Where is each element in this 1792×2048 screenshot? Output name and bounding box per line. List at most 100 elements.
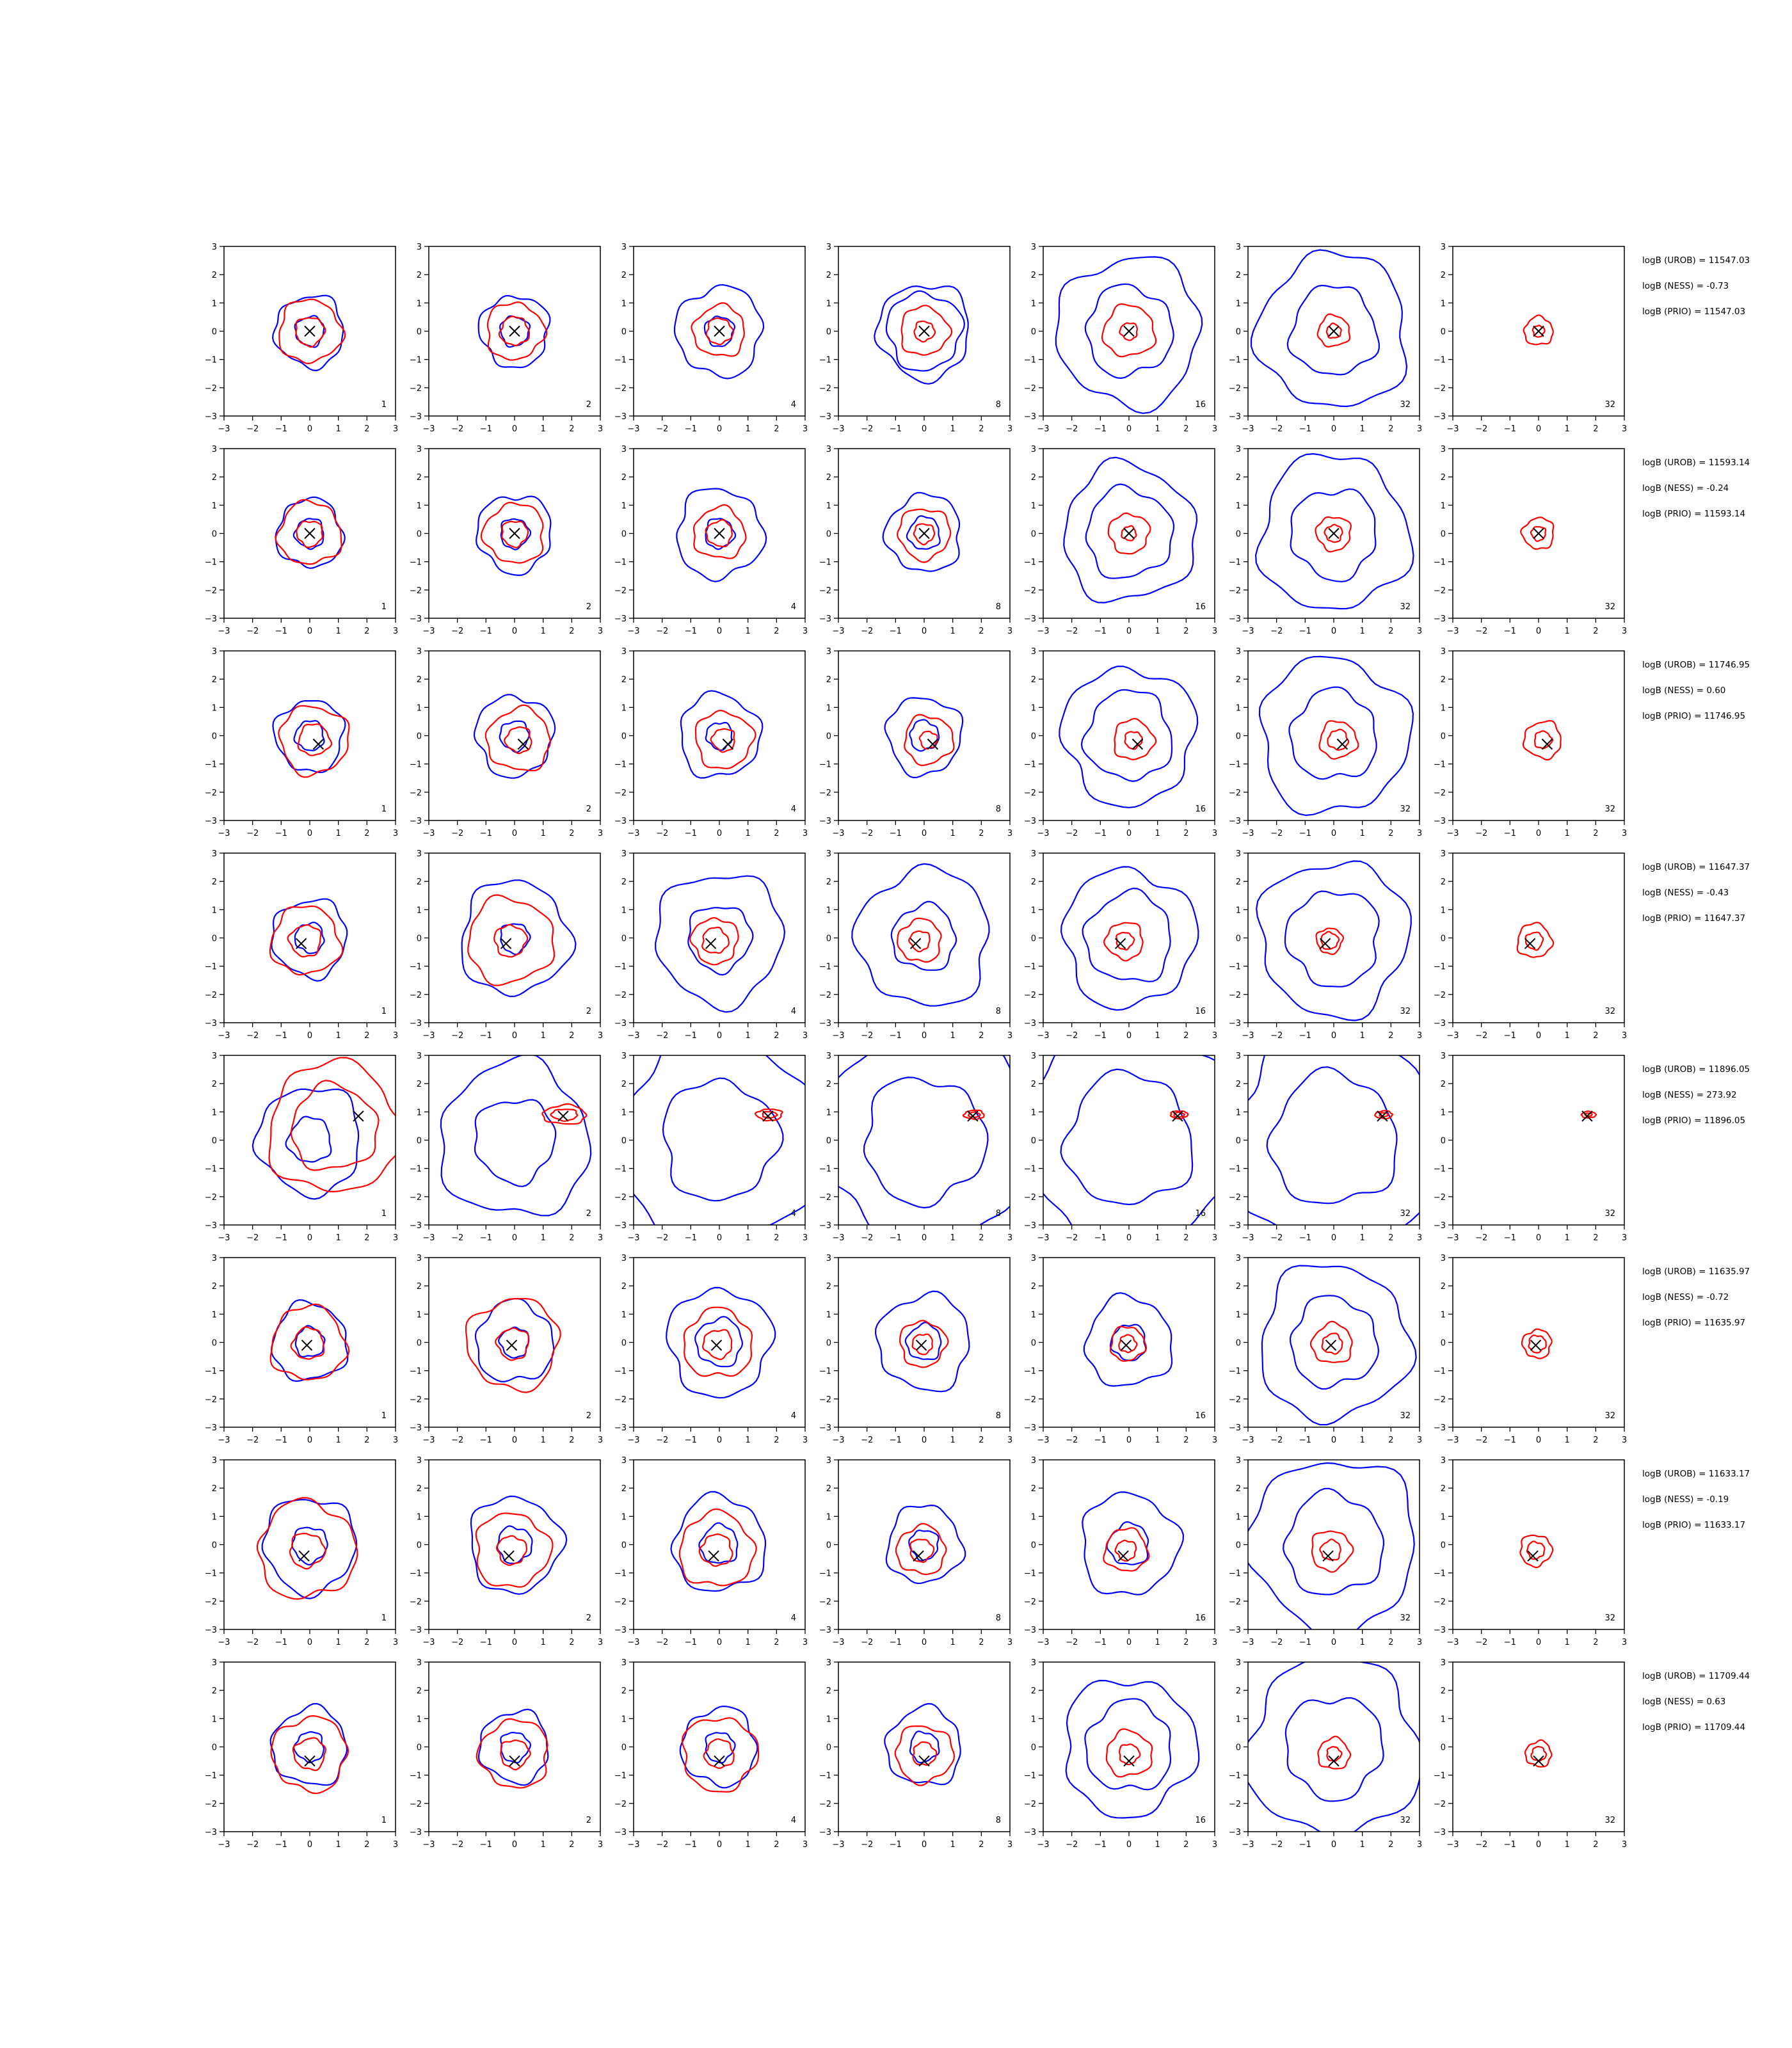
x-tick-label: 1: [541, 1031, 546, 1041]
panel-r5-c4: −3−3 −2 −2 −1 −1 0 0 1 1 2 2 3 3 8: [819, 1052, 1012, 1243]
panel-label: 4: [791, 1613, 796, 1623]
x-tick-label: 3: [1007, 829, 1012, 838]
x-tick-label: 2: [774, 1436, 779, 1445]
x-tick-label: 0: [1536, 1031, 1541, 1041]
marker-r7-c1: [298, 1550, 310, 1562]
x-tick-label: 1: [541, 1638, 546, 1647]
x-tick-label: −3: [1242, 1031, 1254, 1041]
y-tick-label: −3: [819, 1828, 831, 1837]
x-tick-label: −3: [1446, 1233, 1459, 1243]
y-tick-label: 0: [1236, 1137, 1241, 1146]
panel-r3-c6: −3−3 −2 −2 −1 −1 0 0 1 1 2 2 3 3 32: [1229, 647, 1422, 838]
y-tick-label: −1: [205, 963, 217, 972]
blue-contour-r4-c3-2: [687, 907, 754, 976]
red-contour-r2-c5-2: [1121, 525, 1137, 541]
y-tick-label: −1: [1434, 1165, 1446, 1174]
x-tick-label: −3: [218, 1840, 230, 1850]
y-tick-label: 2: [621, 675, 627, 685]
x-tick-label: −3: [1446, 829, 1459, 838]
x-tick-label: 3: [393, 1031, 398, 1041]
panel-r3-c4: −3−3 −2 −2 −1 −1 0 0 1 1 2 2 3 3 8: [819, 647, 1012, 838]
red-contour-r6-c6-2: [1321, 1332, 1343, 1355]
x-tick-label: 0: [922, 1031, 927, 1041]
y-tick-label: −1: [1024, 1165, 1036, 1174]
y-tick-label: −1: [1434, 760, 1446, 770]
annotation-line: logB (UROB) = 11547.03: [1642, 255, 1750, 266]
y-tick-label: −3: [1024, 1423, 1036, 1433]
panel-label: 16: [1195, 400, 1206, 410]
y-tick-label: −2: [1434, 586, 1446, 596]
marker-r4-c2: [500, 938, 512, 950]
red-contour-r4-c1-1: [269, 905, 344, 976]
x-tick-label: 3: [598, 424, 603, 434]
x-tick-label: 1: [1155, 627, 1160, 636]
x-tick-label: −1: [1299, 1638, 1311, 1647]
red-contour-r1-c6-2: [1325, 322, 1342, 339]
x-tick-label: 3: [1007, 424, 1012, 434]
y-tick-label: 2: [1441, 1686, 1446, 1696]
x-tick-label: 1: [950, 1233, 956, 1243]
x-tick-label: −3: [627, 1638, 639, 1647]
annotation-line: logB (NESS) = 0.63: [1642, 1697, 1725, 1707]
y-tick-label: −1: [819, 760, 831, 770]
x-tick-label: 2: [1388, 1638, 1393, 1647]
blue-contour-r3-c1-1: [272, 700, 346, 774]
x-tick-label: 3: [1007, 1233, 1012, 1243]
y-tick-label: 0: [1031, 1339, 1036, 1348]
y-tick-label: −1: [1434, 1772, 1446, 1781]
x-tick-label: 1: [541, 627, 546, 636]
y-tick-label: 0: [826, 1137, 831, 1146]
panel-r5-c6: −3−3 −2 −2 −1 −1 0 0 1 1 2 2 3 3 32: [1229, 1052, 1422, 1243]
x-tick-label: −2: [246, 424, 259, 434]
blue-contour-r7-c4-2: [908, 1529, 940, 1562]
x-tick-label: 2: [569, 1436, 574, 1445]
y-tick-label: 1: [826, 1108, 831, 1117]
marker-r5-c4: [967, 1110, 979, 1122]
red-contour-r5-c1-2: [290, 1080, 380, 1171]
blue-contour-r8-c5-1: [1065, 1679, 1200, 1819]
y-tick-label: −2: [819, 384, 831, 394]
y-tick-label: 3: [621, 243, 627, 252]
y-tick-label: 1: [1236, 1108, 1241, 1117]
x-tick-label: −3: [1446, 1436, 1459, 1445]
x-tick-label: −3: [832, 424, 844, 434]
y-tick-label: 2: [417, 1080, 422, 1089]
panel-label: 16: [1195, 1411, 1206, 1421]
panel-label: 32: [1604, 1613, 1615, 1623]
y-tick-label: 0: [212, 328, 217, 337]
red-contour-r7-c5-1: [1103, 1527, 1150, 1572]
y-tick-label: 2: [1441, 877, 1446, 887]
y-tick-label: 0: [212, 934, 217, 944]
x-tick-label: 0: [512, 1840, 517, 1850]
red-contour-r3-c1-1: [278, 705, 350, 778]
x-tick-label: 3: [1212, 1840, 1217, 1850]
x-tick-label: −2: [1270, 829, 1283, 838]
y-tick-label: −1: [614, 558, 627, 568]
x-tick-label: −1: [480, 1233, 492, 1243]
x-tick-label: −2: [1270, 1638, 1283, 1647]
annotations-r5: logB (UROB) = 11896.05 logB (NESS) = 273.…: [1642, 1064, 1750, 1126]
y-tick-label: −1: [410, 558, 422, 568]
x-tick-label: −2: [861, 627, 873, 636]
blue-contour-r3-c1-2: [293, 719, 325, 751]
red-contour-r6-c5-2: [1118, 1334, 1138, 1354]
x-tick-label: 2: [1593, 424, 1598, 434]
panel-label: 32: [1604, 1007, 1615, 1016]
panel-r2-c1: −3−3 −2 −2 −1 −1 0 0 1 1 2 2 3 3 1: [205, 445, 398, 636]
x-tick-label: −1: [275, 1233, 287, 1243]
x-tick-label: −2: [656, 1436, 668, 1445]
red-contour-r1-c4-2: [913, 320, 936, 343]
y-tick-label: −3: [1434, 1221, 1446, 1231]
blue-contour-r6-c5-1: [1083, 1292, 1173, 1387]
x-tick-label: 2: [364, 829, 369, 838]
y-tick-label: −1: [1434, 1367, 1446, 1377]
x-tick-label: 1: [1565, 1638, 1570, 1647]
x-tick-label: −2: [246, 1233, 259, 1243]
y-tick-label: −1: [1434, 1569, 1446, 1579]
marker-r1-c4: [918, 325, 930, 337]
red-contour-r4-c4-1: [896, 917, 942, 963]
x-tick-label: −2: [1475, 829, 1487, 838]
y-tick-label: −1: [205, 1772, 217, 1781]
y-tick-label: −2: [614, 1193, 627, 1203]
x-tick-label: 3: [803, 1436, 808, 1445]
